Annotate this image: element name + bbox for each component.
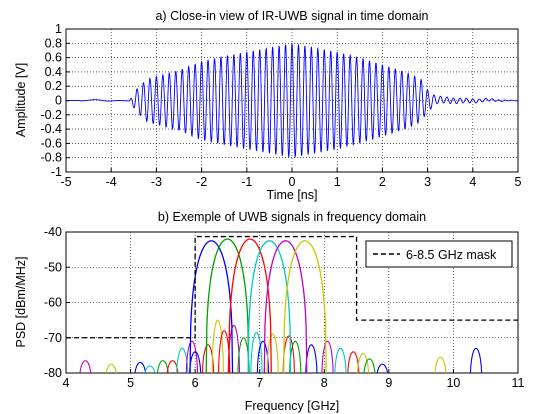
x-tick-label: 2 [379, 175, 386, 189]
y-tick-label: -60 [44, 296, 62, 310]
side-lobe-line [347, 351, 360, 373]
side-lobe-line [469, 347, 483, 373]
x-tick-label: -5 [60, 175, 71, 189]
psd-main-lobe-line [247, 240, 292, 373]
psd-main-lobe-line [283, 240, 327, 373]
x-tick-label: 0 [289, 175, 296, 189]
y-tick-label: -0.6 [40, 136, 62, 150]
x-tick-label: 4 [469, 175, 476, 189]
y-tick-label: -80 [44, 366, 62, 380]
spectral-mask-line [66, 235, 518, 339]
y-tick-label: -0.4 [40, 122, 62, 136]
psd-main-lobe-line [205, 238, 250, 373]
y-tick-label: 0.8 [45, 36, 62, 50]
side-lobe-line [237, 337, 250, 373]
y-tick-label: -40 [44, 225, 62, 239]
side-lobe-line [305, 344, 318, 373]
frequency-domain-panel: b) Exemple of UWB signals in frequency d… [14, 210, 525, 413]
psd-main-lobe-line [189, 240, 234, 373]
time-domain-signal-line [65, 43, 519, 158]
time-domain-ylabel: Amplitude [V] [14, 63, 28, 137]
y-tick-label: 0.4 [45, 65, 62, 79]
side-lobe-line [363, 358, 376, 373]
side-lobe-line [227, 324, 241, 373]
x-tick-label: 8 [321, 376, 328, 390]
x-tick-label: 10 [446, 376, 460, 390]
x-tick-label: 7 [256, 376, 263, 390]
side-lobe-line [218, 330, 231, 373]
legend: 6-8.5 GHz mask [365, 240, 513, 268]
side-lobe-line [334, 347, 347, 373]
x-tick-label: -1 [241, 175, 252, 189]
x-tick-label: 1 [334, 175, 341, 189]
x-tick-label: 5 [127, 376, 134, 390]
side-lobe-line [185, 340, 199, 373]
side-lobe-line [144, 365, 156, 373]
x-tick-label: 11 [512, 376, 525, 390]
frequency-domain-curves [79, 238, 483, 373]
x-tick-label: -2 [196, 175, 207, 189]
frequency-domain-ylabel: PSD [dBm/MHz] [14, 257, 28, 348]
y-tick-label: -0.8 [40, 151, 62, 165]
x-tick-label: 9 [385, 376, 392, 390]
side-lobe-line [166, 360, 179, 373]
side-lobe-line [321, 340, 334, 373]
side-lobe-line [79, 360, 92, 373]
psd-main-lobe-line [228, 238, 272, 373]
y-tick-label: -50 [44, 260, 62, 274]
x-tick-label: 5 [515, 175, 522, 189]
time-domain-ticks: -5 -4 -3 -2 -1 0 1 2 3 4 5-1-0.8-0.6-0.4-0.200.20.… [40, 22, 521, 189]
x-tick-label: 3 [424, 175, 431, 189]
time-domain-panel: a) Close-in view of IR-UWB signal in tim… [14, 9, 522, 202]
legend-label: 6-8.5 GHz mask [406, 248, 497, 262]
time-domain-xlabel: Time [ns] [267, 188, 318, 202]
y-tick-label: 0.2 [45, 79, 62, 93]
side-lobe-line [134, 361, 147, 373]
y-tick-label: -1 [51, 165, 62, 179]
side-lobe-line [105, 363, 117, 373]
side-lobe-line [256, 340, 270, 373]
frequency-domain-ticks: 4 5 6 7 8 9 10 11 -80 -70 -60 -50 -40 [44, 225, 525, 390]
side-lobe-line [434, 356, 447, 373]
frequency-domain-title: b) Exemple of UWB signals in frequency d… [158, 210, 426, 224]
side-lobe-line [176, 347, 189, 373]
side-lobe-line [266, 333, 279, 373]
side-lobe-line [201, 344, 215, 373]
x-tick-label: -4 [106, 175, 117, 189]
y-tick-label: 1 [55, 22, 62, 36]
side-lobe-line [289, 340, 302, 373]
x-tick-label: -3 [151, 175, 162, 189]
x-tick-label: 6 [192, 376, 199, 390]
frequency-domain-xlabel: Frequency [GHz] [245, 399, 339, 413]
y-tick-label: 0.6 [45, 51, 62, 65]
side-lobe-line [189, 351, 202, 373]
y-tick-label: -0.2 [40, 108, 62, 122]
side-lobe-line [156, 360, 169, 373]
y-tick-label: 0 [55, 94, 62, 108]
psd-main-lobe-line [263, 240, 308, 373]
y-tick-label: -70 [44, 331, 62, 345]
side-lobe-line [376, 363, 389, 373]
time-domain-title: a) Close-in view of IR-UWB signal in tim… [155, 9, 428, 23]
x-tick-label: 4 [63, 376, 70, 390]
